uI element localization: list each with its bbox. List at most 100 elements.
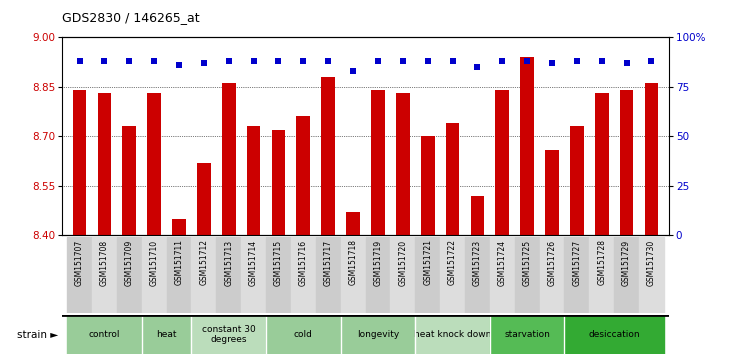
Bar bbox=[570, 126, 583, 235]
Point bbox=[198, 60, 210, 66]
Point bbox=[74, 58, 86, 64]
Text: GSM151714: GSM151714 bbox=[249, 239, 258, 286]
Bar bbox=[247, 126, 260, 235]
Text: GSM151720: GSM151720 bbox=[398, 239, 407, 286]
Text: GSM151711: GSM151711 bbox=[175, 239, 183, 285]
Text: GSM151707: GSM151707 bbox=[75, 239, 84, 286]
Bar bbox=[67, 237, 92, 313]
Bar bbox=[297, 116, 310, 235]
Text: cold: cold bbox=[294, 330, 313, 339]
Text: GSM151728: GSM151728 bbox=[597, 239, 606, 285]
Bar bbox=[539, 237, 564, 313]
Bar bbox=[366, 237, 390, 313]
Text: starvation: starvation bbox=[504, 330, 550, 339]
Bar bbox=[241, 237, 266, 313]
Bar bbox=[341, 237, 366, 313]
Bar bbox=[266, 315, 341, 354]
Point bbox=[248, 58, 260, 64]
Bar bbox=[589, 237, 614, 313]
Point bbox=[645, 58, 657, 64]
Text: GSM151721: GSM151721 bbox=[423, 239, 432, 285]
Bar bbox=[490, 237, 515, 313]
Bar bbox=[415, 237, 440, 313]
Text: GSM151713: GSM151713 bbox=[224, 239, 233, 286]
Text: heat: heat bbox=[156, 330, 177, 339]
Bar bbox=[92, 237, 117, 313]
Bar bbox=[122, 126, 136, 235]
Point bbox=[298, 58, 309, 64]
Bar bbox=[272, 130, 285, 235]
Point bbox=[148, 58, 160, 64]
Point bbox=[397, 58, 409, 64]
Text: GSM151717: GSM151717 bbox=[324, 239, 333, 286]
Point bbox=[571, 58, 583, 64]
Point bbox=[223, 58, 235, 64]
Text: GSM151726: GSM151726 bbox=[548, 239, 556, 286]
Bar bbox=[471, 196, 484, 235]
Text: GSM151724: GSM151724 bbox=[498, 239, 507, 286]
Bar bbox=[148, 93, 161, 235]
Bar bbox=[142, 315, 192, 354]
Point bbox=[124, 58, 135, 64]
Bar bbox=[396, 93, 409, 235]
Bar bbox=[564, 315, 664, 354]
Text: longevity: longevity bbox=[357, 330, 399, 339]
Bar bbox=[496, 90, 509, 235]
Bar bbox=[167, 237, 192, 313]
Bar bbox=[173, 219, 186, 235]
Bar bbox=[266, 237, 291, 313]
Text: GSM151709: GSM151709 bbox=[125, 239, 134, 286]
Text: GSM151723: GSM151723 bbox=[473, 239, 482, 286]
Bar bbox=[192, 315, 266, 354]
Bar bbox=[341, 315, 415, 354]
Point bbox=[546, 60, 558, 66]
Bar bbox=[490, 315, 564, 354]
Bar bbox=[117, 237, 142, 313]
Bar bbox=[421, 136, 434, 235]
Text: GSM151725: GSM151725 bbox=[523, 239, 531, 286]
Bar bbox=[390, 237, 415, 313]
Text: GSM151718: GSM151718 bbox=[349, 239, 357, 285]
Bar bbox=[97, 93, 111, 235]
Text: GSM151719: GSM151719 bbox=[374, 239, 382, 286]
Text: GSM151729: GSM151729 bbox=[622, 239, 631, 286]
Bar bbox=[440, 237, 465, 313]
Text: GSM151716: GSM151716 bbox=[299, 239, 308, 286]
Text: GSM151715: GSM151715 bbox=[274, 239, 283, 286]
Bar bbox=[446, 123, 459, 235]
Text: GSM151722: GSM151722 bbox=[448, 239, 457, 285]
Point bbox=[372, 58, 384, 64]
Text: heat knock down: heat knock down bbox=[414, 330, 491, 339]
Text: GSM151730: GSM151730 bbox=[647, 239, 656, 286]
Bar bbox=[371, 90, 385, 235]
Bar bbox=[291, 237, 316, 313]
Point bbox=[347, 68, 359, 74]
Text: control: control bbox=[88, 330, 120, 339]
Point bbox=[596, 58, 607, 64]
Point bbox=[99, 58, 110, 64]
Point bbox=[496, 58, 508, 64]
Point bbox=[471, 64, 483, 70]
Text: GSM151708: GSM151708 bbox=[100, 239, 109, 286]
Bar bbox=[197, 163, 211, 235]
Bar bbox=[346, 212, 360, 235]
Bar bbox=[545, 149, 558, 235]
Bar bbox=[465, 237, 490, 313]
Text: GSM151712: GSM151712 bbox=[200, 239, 208, 285]
Bar bbox=[322, 77, 335, 235]
Point bbox=[621, 60, 632, 66]
Bar bbox=[192, 237, 216, 313]
Bar bbox=[67, 315, 142, 354]
Bar bbox=[222, 84, 235, 235]
Bar bbox=[415, 315, 490, 354]
Bar bbox=[614, 237, 639, 313]
Bar bbox=[520, 57, 534, 235]
Text: GSM151710: GSM151710 bbox=[150, 239, 159, 286]
Bar bbox=[564, 237, 589, 313]
Point bbox=[173, 62, 185, 68]
Bar bbox=[515, 237, 539, 313]
Point bbox=[422, 58, 433, 64]
Text: desiccation: desiccation bbox=[588, 330, 640, 339]
Text: strain ►: strain ► bbox=[18, 330, 58, 341]
Text: constant 30
degrees: constant 30 degrees bbox=[202, 325, 256, 344]
